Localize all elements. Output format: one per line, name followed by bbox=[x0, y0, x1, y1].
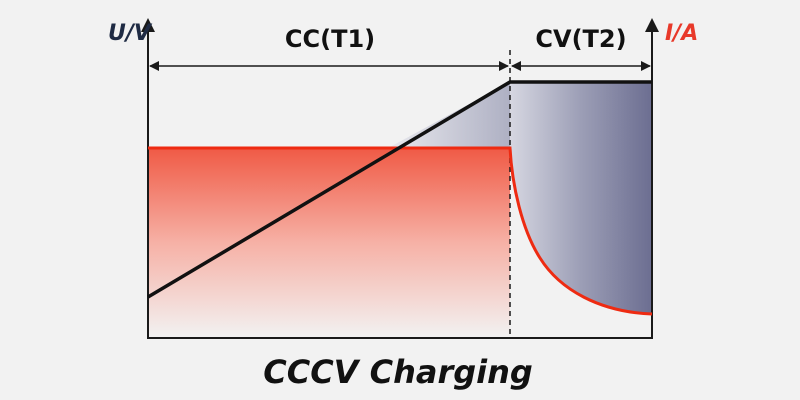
diagram-title: CCCV Charging bbox=[263, 353, 533, 391]
right-axis-label: I/A bbox=[665, 21, 698, 46]
cc-phase-label: CC(T1) bbox=[285, 25, 375, 53]
cc-current-fill bbox=[148, 148, 510, 338]
left-axis-label: U/V bbox=[108, 21, 153, 46]
voltage-curve bbox=[147, 80, 652, 299]
left-axis-arrow-icon bbox=[141, 18, 155, 32]
right-axis-arrow-icon bbox=[645, 18, 659, 32]
cv-region-fill bbox=[510, 82, 652, 314]
cv-phase-label: CV(T2) bbox=[535, 25, 626, 53]
current-curve bbox=[148, 146, 653, 316]
